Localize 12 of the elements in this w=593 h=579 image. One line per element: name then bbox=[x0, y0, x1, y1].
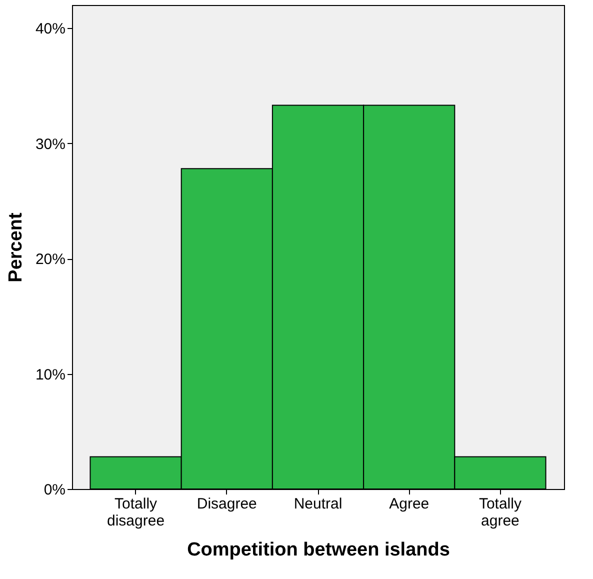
x-tick-label: Totally disagree bbox=[107, 496, 165, 530]
x-tick-label: Neutral bbox=[294, 496, 342, 512]
y-tick-label: 10% bbox=[35, 366, 66, 384]
y-tick-label: 20% bbox=[35, 251, 66, 268]
x-tick-label: Totally agree bbox=[478, 496, 522, 530]
y-axis-title: Percent bbox=[5, 212, 26, 282]
x-tick-label: Agree bbox=[389, 496, 430, 512]
y-tick-label: 30% bbox=[35, 136, 66, 153]
y-tick-label: 40% bbox=[35, 20, 66, 38]
x-tick-label: Disagree bbox=[196, 496, 257, 512]
x-axis-title: Competition between islands bbox=[187, 540, 450, 560]
y-tick-label: 0% bbox=[44, 482, 66, 498]
